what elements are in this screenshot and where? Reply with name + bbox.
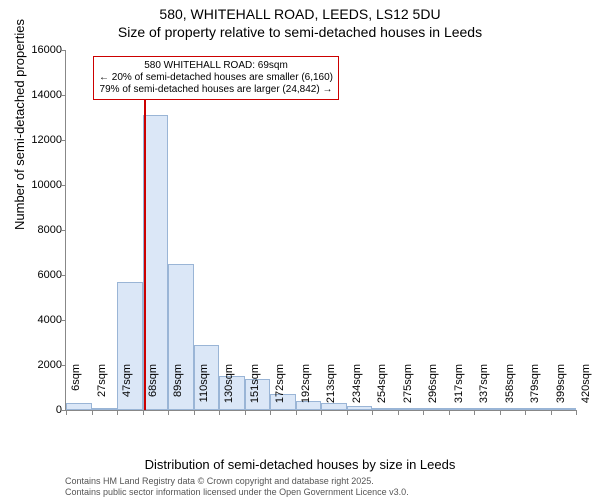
x-tick-label: 358sqm [504,364,516,414]
x-tick-label: 110sqm [198,364,210,414]
x-tick-mark [372,410,373,415]
x-tick-mark [576,410,577,415]
marker-annotation: 580 WHITEHALL ROAD: 69sqm ← 20% of semi-… [93,56,339,100]
footer-line1: Contains HM Land Registry data © Crown c… [65,476,409,487]
y-tick-label: 16000 [22,44,62,56]
x-axis-label: Distribution of semi-detached houses by … [0,457,600,472]
x-tick-mark [168,410,169,415]
histogram-chart: 02000400060008000100001200014000160006sq… [65,50,575,410]
y-tick-mark [61,230,66,231]
x-tick-mark [525,410,526,415]
x-tick-label: 130sqm [223,364,235,414]
annotation-line3: 79% of semi-detached houses are larger (… [99,84,333,96]
y-tick-mark [61,95,66,96]
x-tick-label: 192sqm [300,364,312,414]
x-tick-mark [500,410,501,415]
x-tick-mark [66,410,67,415]
x-tick-label: 296sqm [427,364,439,414]
footer-attribution: Contains HM Land Registry data © Crown c… [65,476,409,498]
annotation-line1: 580 WHITEHALL ROAD: 69sqm [99,60,333,72]
y-tick-mark [61,320,66,321]
x-tick-mark [474,410,475,415]
chart-title-block: 580, WHITEHALL ROAD, LEEDS, LS12 5DU Siz… [0,6,600,40]
x-tick-mark [270,410,271,415]
x-tick-label: 172sqm [274,364,286,414]
x-tick-mark [347,410,348,415]
x-tick-label: 47sqm [121,364,133,414]
x-tick-label: 27sqm [96,364,108,414]
y-tick-label: 14000 [22,89,62,101]
x-tick-label: 213sqm [325,364,337,414]
x-tick-mark [117,410,118,415]
y-tick-label: 12000 [22,134,62,146]
x-tick-label: 68sqm [147,364,159,414]
x-tick-label: 337sqm [478,364,490,414]
annotation-line2: ← 20% of semi-detached houses are smalle… [99,72,333,84]
y-tick-label: 2000 [22,359,62,371]
x-tick-mark [219,410,220,415]
x-tick-label: 151sqm [249,364,261,414]
x-tick-mark [398,410,399,415]
x-tick-mark [449,410,450,415]
y-tick-label: 8000 [22,224,62,236]
y-tick-label: 0 [22,404,62,416]
x-tick-mark [92,410,93,415]
x-tick-mark [194,410,195,415]
x-tick-label: 254sqm [376,364,388,414]
y-tick-label: 4000 [22,314,62,326]
property-marker-line [144,79,146,410]
x-tick-mark [143,410,144,415]
x-tick-mark [321,410,322,415]
plot-area: 02000400060008000100001200014000160006sq… [65,50,576,411]
y-tick-mark [61,365,66,366]
chart-title-sub: Size of property relative to semi-detach… [0,24,600,40]
y-tick-mark [61,140,66,141]
x-tick-mark [551,410,552,415]
x-tick-label: 379sqm [529,364,541,414]
y-axis-label: Number of semi-detached properties [12,19,27,230]
x-tick-label: 6sqm [70,364,82,414]
x-tick-label: 89sqm [172,364,184,414]
x-tick-label: 420sqm [580,364,592,414]
y-tick-label: 6000 [22,269,62,281]
x-tick-mark [423,410,424,415]
y-tick-mark [61,50,66,51]
x-tick-mark [245,410,246,415]
y-tick-label: 10000 [22,179,62,191]
y-tick-mark [61,185,66,186]
footer-line2: Contains public sector information licen… [65,487,409,498]
chart-title-main: 580, WHITEHALL ROAD, LEEDS, LS12 5DU [0,6,600,22]
x-tick-label: 275sqm [402,364,414,414]
x-tick-label: 234sqm [351,364,363,414]
x-tick-label: 399sqm [555,364,567,414]
y-tick-mark [61,275,66,276]
x-tick-mark [296,410,297,415]
x-tick-label: 317sqm [453,364,465,414]
